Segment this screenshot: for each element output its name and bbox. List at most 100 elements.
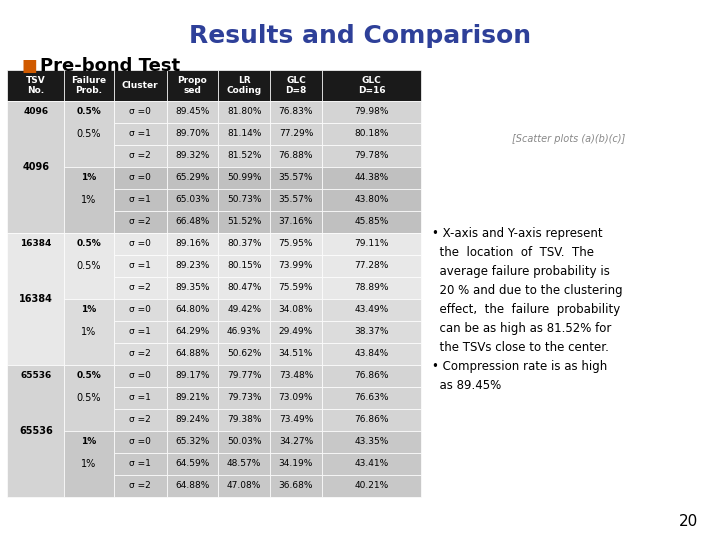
FancyBboxPatch shape	[322, 145, 421, 167]
Text: 49.42%: 49.42%	[227, 305, 261, 314]
Text: σ =0: σ =0	[129, 372, 151, 380]
FancyBboxPatch shape	[218, 387, 270, 409]
Text: 20: 20	[679, 514, 698, 529]
Text: 89.45%: 89.45%	[175, 107, 210, 117]
FancyBboxPatch shape	[322, 233, 421, 255]
Text: • X-axis and Y-axis represent
  the  location  of  TSV.  The
  average failure p: • X-axis and Y-axis represent the locati…	[432, 227, 623, 392]
FancyBboxPatch shape	[64, 365, 114, 387]
FancyBboxPatch shape	[166, 431, 218, 453]
Text: LR
Coding: LR Coding	[227, 76, 262, 95]
FancyBboxPatch shape	[64, 409, 114, 431]
FancyBboxPatch shape	[7, 453, 64, 475]
FancyBboxPatch shape	[322, 453, 421, 475]
FancyBboxPatch shape	[322, 299, 421, 321]
Text: 1%: 1%	[81, 195, 96, 205]
Text: 65.03%: 65.03%	[175, 195, 210, 204]
Text: 4096: 4096	[22, 162, 49, 172]
Text: σ =2: σ =2	[129, 218, 151, 226]
FancyBboxPatch shape	[166, 255, 218, 277]
Text: Cluster: Cluster	[122, 81, 158, 90]
Text: 77.29%: 77.29%	[279, 130, 313, 138]
FancyBboxPatch shape	[218, 475, 270, 497]
Text: 79.73%: 79.73%	[227, 393, 261, 402]
FancyBboxPatch shape	[270, 101, 322, 123]
FancyBboxPatch shape	[7, 211, 64, 233]
FancyBboxPatch shape	[64, 233, 114, 255]
FancyBboxPatch shape	[270, 211, 322, 233]
FancyBboxPatch shape	[7, 431, 64, 453]
Text: σ =1: σ =1	[129, 195, 151, 204]
Text: TSV
No.: TSV No.	[26, 76, 45, 95]
Text: 43.80%: 43.80%	[354, 195, 389, 204]
Text: 38.37%: 38.37%	[354, 327, 389, 336]
Text: 0.5%: 0.5%	[76, 107, 102, 117]
FancyBboxPatch shape	[218, 255, 270, 277]
FancyBboxPatch shape	[114, 365, 166, 387]
FancyBboxPatch shape	[218, 431, 270, 453]
Text: σ =1: σ =1	[129, 261, 151, 271]
Text: 79.78%: 79.78%	[354, 151, 389, 160]
FancyBboxPatch shape	[166, 233, 218, 255]
Text: 76.83%: 76.83%	[279, 107, 313, 117]
FancyBboxPatch shape	[270, 431, 322, 453]
Text: σ =0: σ =0	[129, 173, 151, 183]
FancyBboxPatch shape	[7, 475, 64, 497]
Text: 66.48%: 66.48%	[175, 218, 210, 226]
FancyBboxPatch shape	[166, 409, 218, 431]
Text: 16384: 16384	[19, 294, 53, 304]
Text: GLC
D=8: GLC D=8	[285, 76, 307, 95]
FancyBboxPatch shape	[7, 343, 64, 365]
Text: 50.99%: 50.99%	[227, 173, 261, 183]
Text: 89.32%: 89.32%	[175, 151, 210, 160]
FancyBboxPatch shape	[166, 211, 218, 233]
Text: σ =0: σ =0	[129, 437, 151, 447]
FancyBboxPatch shape	[166, 123, 218, 145]
Text: σ =0: σ =0	[129, 305, 151, 314]
FancyBboxPatch shape	[64, 343, 114, 365]
FancyBboxPatch shape	[218, 409, 270, 431]
Text: 89.17%: 89.17%	[175, 372, 210, 380]
FancyBboxPatch shape	[7, 233, 64, 365]
FancyBboxPatch shape	[114, 409, 166, 431]
Text: 89.16%: 89.16%	[175, 239, 210, 248]
FancyBboxPatch shape	[218, 211, 270, 233]
Text: σ =2: σ =2	[129, 349, 151, 359]
Text: 4096: 4096	[23, 107, 48, 117]
FancyBboxPatch shape	[270, 387, 322, 409]
Text: 64.59%: 64.59%	[175, 460, 210, 468]
FancyBboxPatch shape	[7, 189, 64, 211]
FancyBboxPatch shape	[166, 277, 218, 299]
Text: 73.48%: 73.48%	[279, 372, 313, 380]
FancyBboxPatch shape	[64, 70, 114, 101]
FancyBboxPatch shape	[218, 70, 270, 101]
FancyBboxPatch shape	[218, 101, 270, 123]
FancyBboxPatch shape	[7, 233, 64, 255]
Text: 65.32%: 65.32%	[175, 437, 210, 447]
Text: 81.80%: 81.80%	[227, 107, 261, 117]
Text: σ =0: σ =0	[129, 107, 151, 117]
FancyBboxPatch shape	[64, 453, 114, 475]
FancyBboxPatch shape	[64, 167, 114, 189]
Text: 79.38%: 79.38%	[227, 415, 261, 424]
FancyBboxPatch shape	[7, 365, 64, 497]
FancyBboxPatch shape	[64, 145, 114, 167]
FancyBboxPatch shape	[7, 365, 64, 387]
Text: 76.88%: 76.88%	[279, 151, 313, 160]
FancyBboxPatch shape	[64, 277, 114, 299]
FancyBboxPatch shape	[270, 233, 322, 255]
Text: 0.5%: 0.5%	[77, 393, 102, 403]
Text: 35.57%: 35.57%	[279, 173, 313, 183]
Text: σ =1: σ =1	[129, 130, 151, 138]
FancyBboxPatch shape	[322, 189, 421, 211]
FancyBboxPatch shape	[322, 409, 421, 431]
Text: 43.49%: 43.49%	[354, 305, 389, 314]
Text: σ =1: σ =1	[129, 460, 151, 468]
FancyBboxPatch shape	[114, 145, 166, 167]
FancyBboxPatch shape	[270, 70, 322, 101]
FancyBboxPatch shape	[322, 70, 421, 101]
Text: 80.47%: 80.47%	[227, 284, 261, 292]
Text: σ =2: σ =2	[129, 151, 151, 160]
Text: 78.89%: 78.89%	[354, 284, 389, 292]
FancyBboxPatch shape	[114, 70, 166, 101]
FancyBboxPatch shape	[114, 167, 166, 189]
